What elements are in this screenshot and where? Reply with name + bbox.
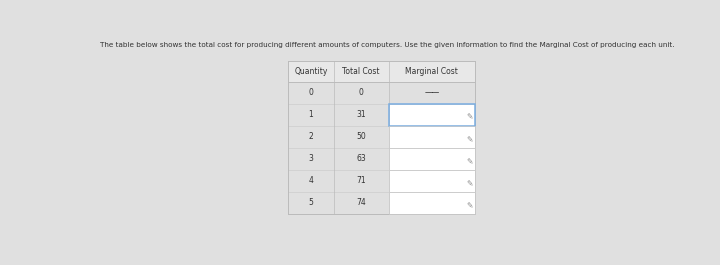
Text: 74: 74	[356, 198, 366, 207]
Bar	[389, 170, 475, 192]
Text: 0: 0	[359, 88, 364, 97]
Text: ✎: ✎	[466, 113, 472, 122]
Text: 2: 2	[309, 132, 313, 142]
Text: Total Cost: Total Cost	[343, 67, 380, 76]
Text: ✎: ✎	[466, 179, 472, 188]
Bar	[389, 126, 475, 148]
Bar	[389, 104, 475, 126]
Text: Quantity: Quantity	[294, 67, 328, 76]
Bar	[389, 148, 475, 170]
Text: ✎: ✎	[466, 135, 472, 144]
Bar	[288, 61, 475, 82]
Text: 31: 31	[356, 110, 366, 119]
Bar	[389, 170, 475, 192]
Text: ✎: ✎	[466, 201, 472, 210]
Text: Marginal Cost: Marginal Cost	[405, 67, 458, 76]
Text: 4: 4	[309, 176, 313, 186]
Text: 5: 5	[309, 198, 313, 207]
Bar	[389, 126, 475, 148]
Text: The table below shows the total cost for producing different amounts of computer: The table below shows the total cost for…	[100, 42, 675, 48]
Bar	[389, 192, 475, 214]
Text: 1: 1	[309, 110, 313, 119]
Text: 0: 0	[309, 88, 313, 97]
Text: ✎: ✎	[466, 157, 472, 166]
Bar	[389, 192, 475, 214]
Text: 71: 71	[356, 176, 366, 186]
Text: ——: ——	[424, 88, 439, 97]
Text: 50: 50	[356, 132, 366, 142]
Text: 63: 63	[356, 154, 366, 164]
Bar	[389, 148, 475, 170]
Text: 3: 3	[309, 154, 313, 164]
Bar	[389, 104, 475, 126]
